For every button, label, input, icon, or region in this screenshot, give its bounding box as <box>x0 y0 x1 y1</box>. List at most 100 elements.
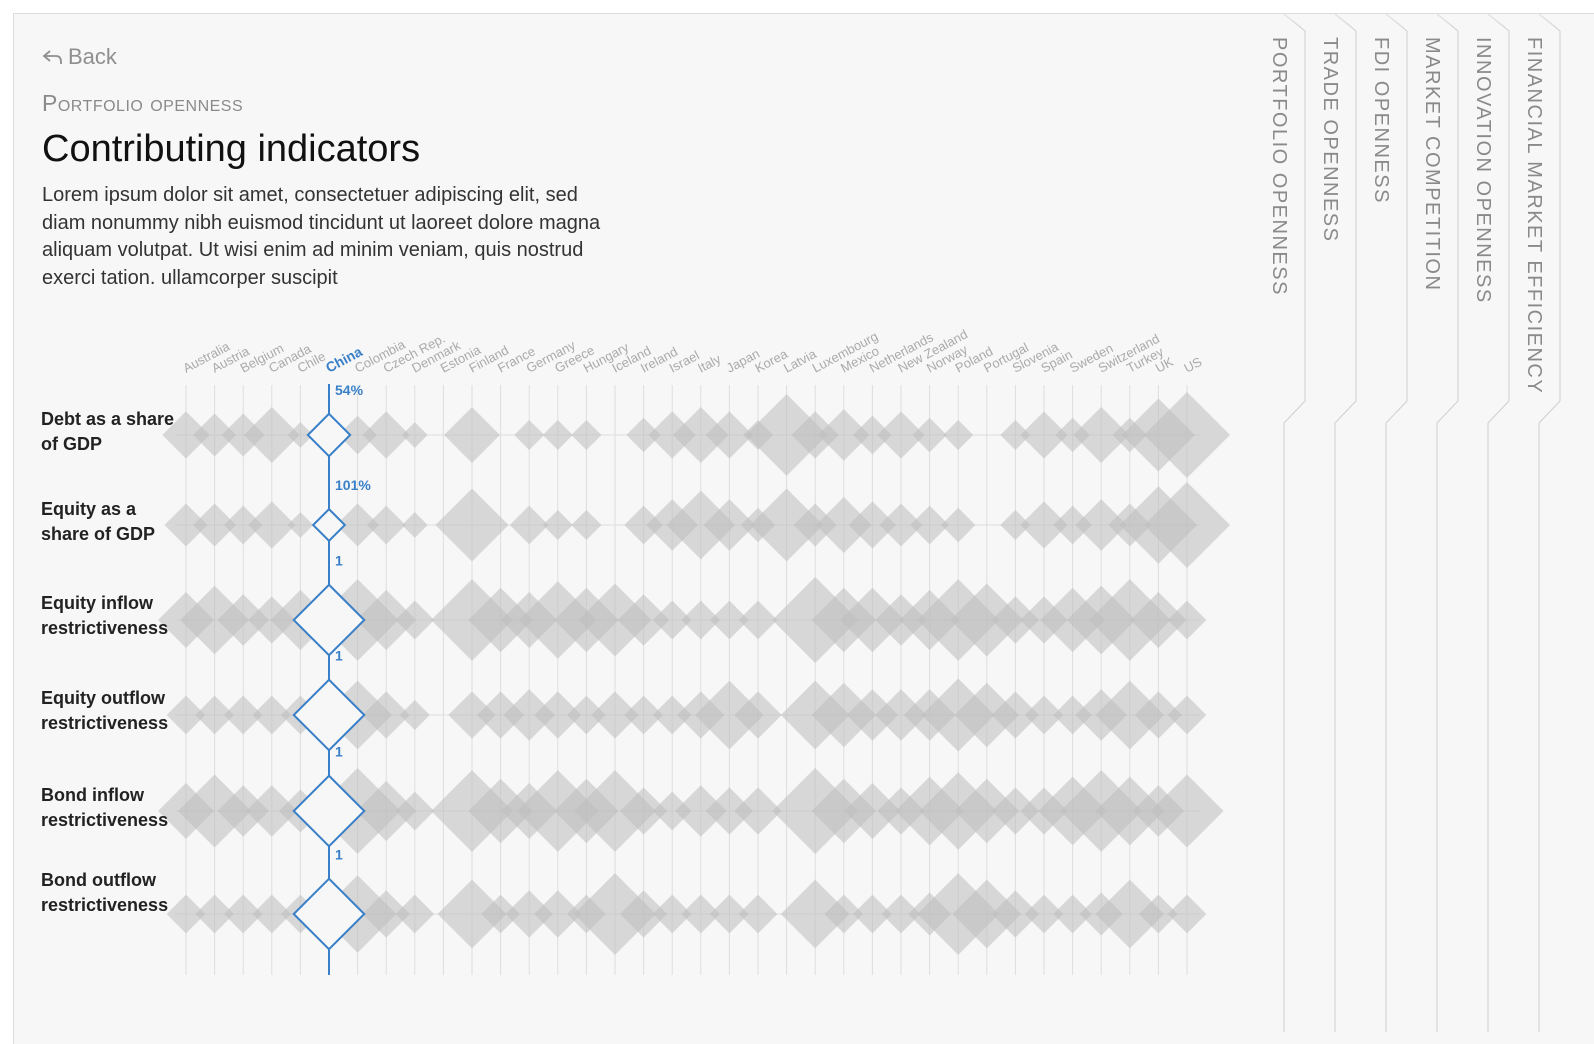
value-diamond[interactable] <box>824 894 864 934</box>
value-diamond[interactable] <box>875 689 927 741</box>
value-diamond[interactable] <box>738 600 778 640</box>
value-diamond[interactable] <box>734 787 782 835</box>
value-diamond[interactable] <box>840 587 905 653</box>
value-diamond[interactable] <box>1024 894 1064 934</box>
value-diamond[interactable] <box>846 689 899 741</box>
value-diamond[interactable] <box>1095 879 1165 949</box>
value-diamond[interactable] <box>991 787 1040 835</box>
value-diamond[interactable] <box>1134 691 1183 739</box>
value-diamond[interactable] <box>1167 600 1207 640</box>
country-label[interactable]: US <box>1181 354 1204 376</box>
value-diamond[interactable] <box>1088 579 1171 661</box>
value-diamond[interactable] <box>811 682 877 748</box>
value-diamond[interactable] <box>574 770 656 852</box>
value-diamond[interactable] <box>844 783 901 839</box>
value-diamond[interactable] <box>652 600 692 640</box>
tab-trade-openness[interactable]: Trade openness <box>1319 13 1390 1032</box>
highlight-diamond[interactable] <box>311 507 347 543</box>
value-diamond[interactable] <box>941 507 976 543</box>
value-diamond[interactable] <box>943 419 974 451</box>
value-diamond[interactable] <box>1024 695 1064 735</box>
value-diamond[interactable] <box>567 695 606 735</box>
value-diamond[interactable] <box>401 422 428 448</box>
back-button[interactable]: Back <box>42 44 117 70</box>
value-diamond[interactable] <box>815 497 872 553</box>
value-diamond[interactable] <box>444 407 500 463</box>
value-diamond[interactable] <box>619 787 668 835</box>
value-diamond[interactable] <box>681 600 721 640</box>
value-diamond[interactable] <box>336 503 380 547</box>
tab-financial-market-efficiency[interactable]: Financial market efficiency <box>1523 13 1594 1032</box>
value-diamond[interactable] <box>991 596 1040 644</box>
value-diamond[interactable] <box>652 695 692 735</box>
value-diamond[interactable] <box>624 505 663 545</box>
value-diamond[interactable] <box>217 785 269 837</box>
value-diamond[interactable] <box>652 791 692 831</box>
value-diamond[interactable] <box>1020 501 1068 549</box>
value-diamond[interactable] <box>221 413 265 457</box>
value-diamond[interactable] <box>395 894 435 934</box>
value-diamond[interactable] <box>356 780 417 842</box>
value-diamond[interactable] <box>252 894 292 934</box>
value-diamond[interactable] <box>338 415 377 455</box>
value-diamond[interactable] <box>223 695 263 735</box>
value-diamond[interactable] <box>178 774 252 848</box>
value-diamond[interactable] <box>223 505 263 545</box>
value-diamond[interactable] <box>710 600 749 640</box>
value-diamond[interactable] <box>571 509 602 541</box>
value-diamond[interactable] <box>780 879 850 949</box>
value-diamond[interactable] <box>366 505 406 545</box>
value-diamond[interactable] <box>738 894 778 934</box>
value-diamond[interactable] <box>399 699 430 731</box>
tab-label[interactable]: FDI openness <box>1370 37 1392 204</box>
value-diamond[interactable] <box>180 585 249 655</box>
value-diamond[interactable] <box>950 583 1024 657</box>
value-diamond[interactable] <box>954 778 1020 844</box>
value-diamond[interactable] <box>162 411 210 459</box>
value-diamond[interactable] <box>468 587 533 653</box>
value-diamond[interactable] <box>164 503 208 547</box>
value-diamond[interactable] <box>818 409 870 461</box>
value-diamond[interactable] <box>287 512 314 538</box>
value-diamond[interactable] <box>1144 392 1230 478</box>
value-diamond[interactable] <box>624 695 663 735</box>
highlight-diamond[interactable] <box>292 678 366 752</box>
value-diamond[interactable] <box>509 505 549 545</box>
value-diamond[interactable] <box>793 503 837 547</box>
value-diamond[interactable] <box>243 407 300 463</box>
value-diamond[interactable] <box>1055 417 1090 453</box>
value-diamond[interactable] <box>1073 407 1130 463</box>
value-diamond[interactable] <box>710 894 749 934</box>
value-diamond[interactable] <box>166 894 206 934</box>
value-diamond[interactable] <box>652 894 692 934</box>
value-diamond[interactable] <box>578 583 652 657</box>
tab-innovation-openness[interactable]: Innovation openness <box>1472 13 1543 1032</box>
tab-label[interactable]: Market competition <box>1421 37 1443 292</box>
value-diamond[interactable] <box>626 417 661 453</box>
value-diamond[interactable] <box>195 894 234 934</box>
tab-label[interactable]: Portfolio openness <box>1268 37 1290 296</box>
value-diamond[interactable] <box>514 419 545 451</box>
tab-label[interactable]: Innovation openness <box>1472 37 1494 304</box>
value-diamond[interactable] <box>574 873 656 955</box>
value-diamond[interactable] <box>395 600 435 640</box>
value-diamond[interactable] <box>503 689 555 741</box>
value-diamond[interactable] <box>252 695 292 735</box>
value-diamond[interactable] <box>681 894 721 934</box>
value-diamond[interactable] <box>534 691 582 739</box>
value-diamond[interactable] <box>1139 894 1178 934</box>
value-diamond[interactable] <box>193 503 237 547</box>
value-diamond[interactable] <box>617 594 670 646</box>
value-diamond[interactable] <box>853 894 892 934</box>
value-diamond[interactable] <box>705 411 754 459</box>
value-diamond[interactable] <box>745 394 828 476</box>
value-diamond[interactable] <box>1167 894 1207 934</box>
value-diamond[interactable] <box>362 411 410 459</box>
value-diamond[interactable] <box>877 411 925 459</box>
value-diamond[interactable] <box>591 691 639 739</box>
value-diamond[interactable] <box>952 879 1022 949</box>
value-diamond[interactable] <box>435 488 509 562</box>
value-diamond[interactable] <box>705 787 754 835</box>
value-diamond[interactable] <box>193 413 237 457</box>
value-diamond[interactable] <box>1000 509 1031 541</box>
